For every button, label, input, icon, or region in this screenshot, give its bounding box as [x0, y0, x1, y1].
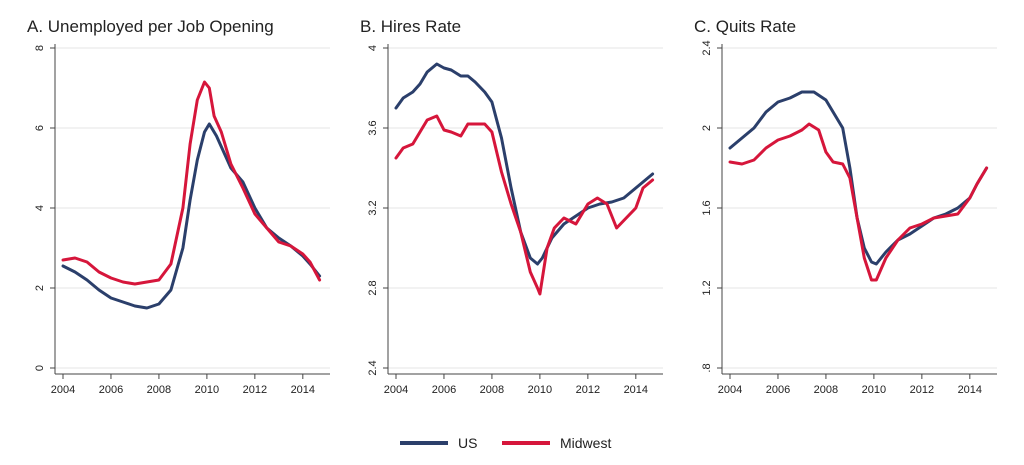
series-line-midwest — [61, 80, 322, 286]
y-tick-label: 2.4 — [701, 40, 713, 55]
x-tick-label: 2008 — [480, 384, 504, 396]
y-tick-label: 4 — [367, 45, 379, 51]
y-tick-label: 4 — [34, 205, 46, 211]
x-tick-label: 2008 — [814, 384, 838, 396]
y-tick-label: 2 — [701, 125, 713, 131]
panel-title: C. Quits Rate — [694, 17, 796, 36]
chart-panel-2: B. Hires Rate 2.4 2.8 3.2 3.6 4 2004 2006 2008 20… — [360, 17, 663, 396]
series-line-midwest — [394, 114, 655, 296]
series-line-us — [394, 62, 655, 266]
x-tick-label: 2010 — [195, 384, 219, 396]
y-tick-label: 2.4 — [367, 360, 379, 375]
y-tick-label: 8 — [34, 45, 46, 51]
x-tick-label: 2004 — [718, 384, 742, 396]
y-tick-label: .8 — [701, 363, 713, 372]
x-tick-label: 2004 — [51, 384, 75, 396]
series-line-us — [728, 90, 989, 266]
x-tick-label: 2012 — [243, 384, 267, 396]
x-tick-label: 2014 — [291, 384, 315, 396]
y-tick-label: 1.2 — [701, 280, 713, 295]
y-tick-label: 2.8 — [367, 280, 379, 295]
x-tick-label: 2006 — [432, 384, 456, 396]
y-tick-label: 3.2 — [367, 200, 379, 215]
legend-label-us: US — [458, 435, 477, 451]
legend-label-midwest: Midwest — [560, 435, 611, 451]
x-tick-label: 2010 — [528, 384, 552, 396]
y-tick-label: 1.6 — [701, 200, 713, 215]
chart-panel-1: A. Unemployed per Job Opening 0 2 4 6 8 2004 20… — [27, 17, 330, 396]
y-tick-label: 2 — [34, 285, 46, 291]
series-line-midwest — [728, 122, 989, 282]
x-tick-label: 2006 — [766, 384, 790, 396]
x-tick-label: 2010 — [862, 384, 886, 396]
series-line-us — [61, 122, 322, 310]
y-tick-label: 6 — [34, 125, 46, 131]
panels: A. Unemployed per Job Opening 0 2 4 6 8 2004 20… — [27, 17, 997, 396]
panel-title: A. Unemployed per Job Opening — [27, 17, 274, 36]
panel-title: B. Hires Rate — [360, 17, 461, 36]
x-tick-label: 2014 — [958, 384, 982, 396]
x-tick-label: 2014 — [624, 384, 648, 396]
chart-panel-3: C. Quits Rate .8 1.2 1.6 2 2.4 2004 2006 2008 201… — [694, 17, 997, 396]
x-tick-label: 2008 — [147, 384, 171, 396]
y-tick-label: 3.6 — [367, 120, 379, 135]
x-tick-label: 2006 — [99, 384, 123, 396]
legend: US Midwest — [400, 435, 611, 451]
x-tick-label: 2004 — [384, 384, 408, 396]
x-tick-label: 2012 — [576, 384, 600, 396]
y-tick-label: 0 — [34, 365, 46, 371]
x-tick-label: 2012 — [910, 384, 934, 396]
